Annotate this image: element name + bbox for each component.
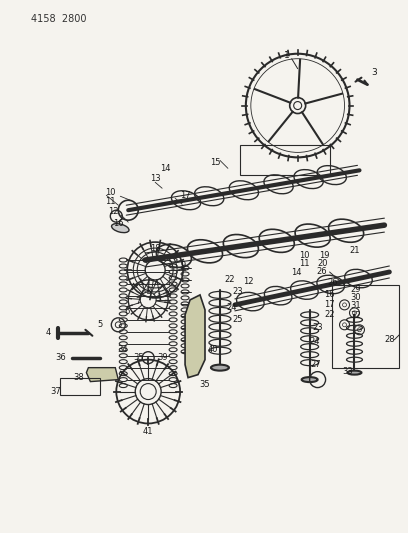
Text: 25: 25 [233, 316, 243, 324]
Polygon shape [86, 368, 118, 382]
Ellipse shape [302, 377, 317, 382]
Text: 10: 10 [105, 188, 115, 197]
Text: 21: 21 [349, 246, 360, 255]
Text: 6: 6 [124, 308, 130, 317]
Ellipse shape [348, 370, 361, 375]
Text: 33: 33 [342, 367, 353, 376]
Text: 20: 20 [317, 259, 328, 268]
Text: 16: 16 [324, 290, 335, 300]
Text: 24: 24 [227, 303, 237, 312]
Text: 29: 29 [350, 285, 361, 294]
Text: 9: 9 [180, 261, 186, 270]
Text: 17: 17 [324, 301, 335, 309]
Text: 15: 15 [210, 158, 220, 167]
Text: 36: 36 [55, 353, 66, 362]
Text: 14: 14 [291, 269, 302, 278]
Text: 16: 16 [113, 219, 124, 228]
Text: 24: 24 [309, 337, 320, 346]
Ellipse shape [211, 365, 229, 370]
Text: 23: 23 [312, 324, 323, 332]
Text: 37: 37 [50, 387, 61, 396]
Text: 23: 23 [233, 287, 243, 296]
Text: 28: 28 [384, 335, 395, 344]
Text: 13: 13 [150, 174, 160, 183]
Text: 27: 27 [310, 360, 321, 369]
Text: 26: 26 [327, 278, 338, 287]
Text: 38: 38 [73, 373, 84, 382]
Text: 4: 4 [46, 328, 51, 337]
Text: 5: 5 [98, 320, 103, 329]
Text: 17: 17 [180, 191, 191, 200]
Text: 14: 14 [160, 164, 171, 173]
Text: 11: 11 [299, 259, 310, 268]
Text: 35: 35 [133, 353, 144, 362]
Text: 40: 40 [208, 345, 218, 354]
Text: 30: 30 [350, 293, 361, 302]
Text: 35: 35 [200, 380, 210, 389]
Text: 32: 32 [350, 311, 361, 320]
Ellipse shape [111, 224, 129, 232]
Text: 12: 12 [243, 278, 253, 286]
Text: 4158  2800: 4158 2800 [31, 14, 86, 24]
Text: 12: 12 [108, 207, 119, 216]
Text: 22: 22 [225, 276, 235, 285]
Text: 19: 19 [319, 251, 330, 260]
Text: 31: 31 [350, 301, 361, 310]
Text: 39: 39 [157, 353, 167, 362]
Text: 10: 10 [299, 251, 310, 260]
Text: 41: 41 [143, 427, 153, 436]
Text: 1: 1 [284, 51, 290, 60]
Text: 11: 11 [105, 197, 115, 206]
Text: 34: 34 [117, 345, 128, 354]
Text: 26: 26 [316, 268, 327, 277]
Text: 22: 22 [324, 310, 335, 319]
Text: 8: 8 [146, 287, 151, 296]
Text: 3: 3 [372, 68, 377, 77]
Polygon shape [185, 295, 205, 377]
Text: 7: 7 [135, 297, 141, 306]
Text: 18: 18 [150, 244, 160, 253]
